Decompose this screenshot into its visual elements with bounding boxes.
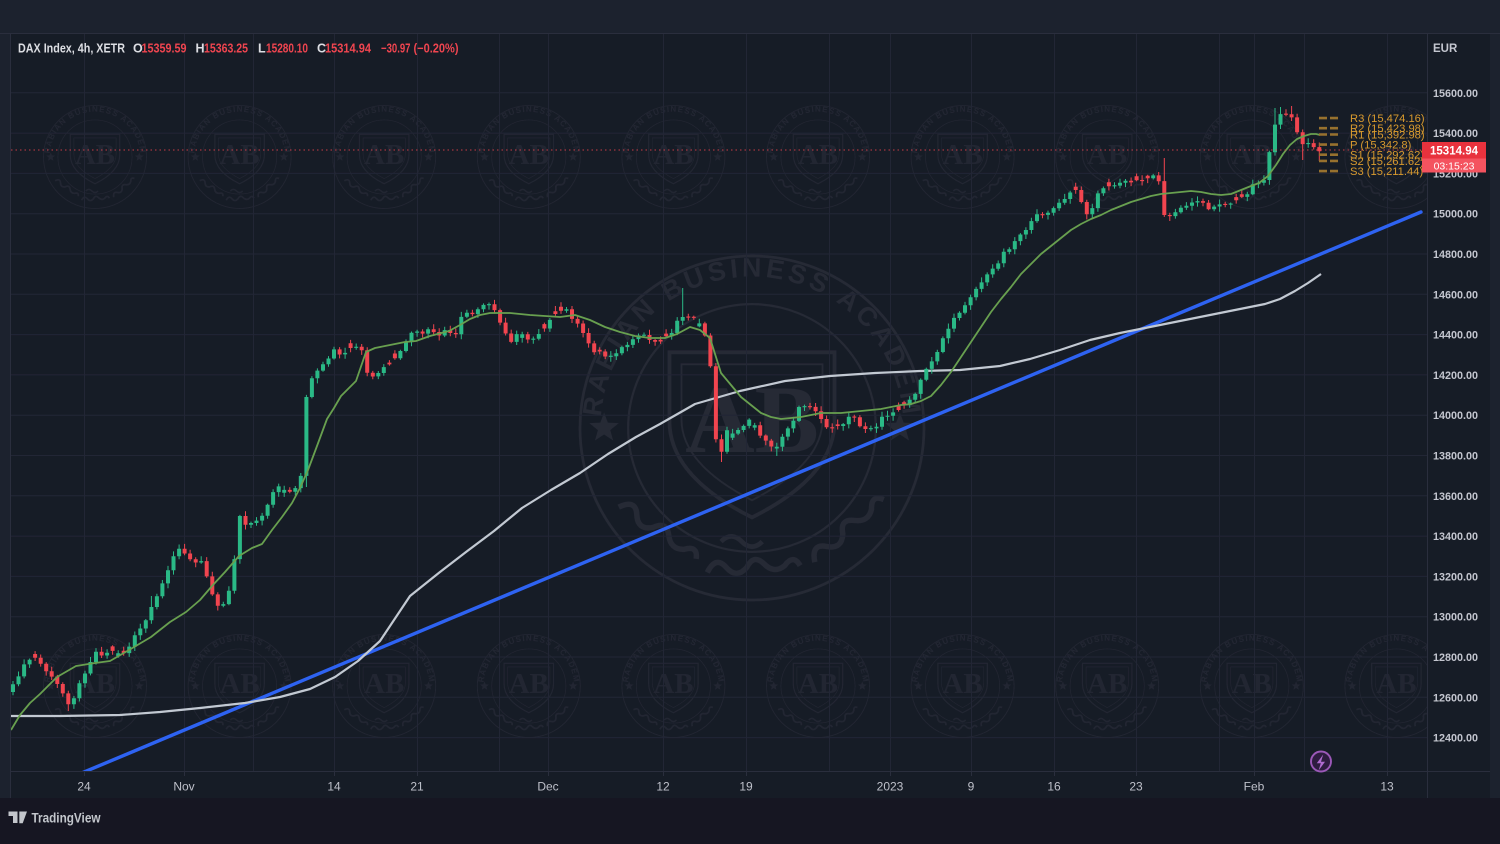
svg-text:13000.00: 13000.00 bbox=[1433, 612, 1478, 624]
svg-text:R3 (15,474.16): R3 (15,474.16) bbox=[1350, 113, 1425, 125]
svg-text:O: O bbox=[133, 42, 143, 56]
svg-text:12400.00: 12400.00 bbox=[1433, 733, 1478, 745]
svg-text:DAX Index, 4h, XETR: DAX Index, 4h, XETR bbox=[18, 42, 125, 56]
svg-text:H: H bbox=[196, 42, 205, 56]
svg-text:15359.59: 15359.59 bbox=[142, 42, 187, 56]
svg-text:14000.00: 14000.00 bbox=[1433, 410, 1478, 422]
svg-text:2023: 2023 bbox=[877, 780, 904, 794]
svg-text:03:15:23: 03:15:23 bbox=[1434, 161, 1475, 173]
svg-text:C: C bbox=[317, 42, 326, 56]
svg-text:14400.00: 14400.00 bbox=[1433, 330, 1478, 342]
svg-text:−30.97: −30.97 bbox=[381, 42, 411, 56]
svg-text:24: 24 bbox=[77, 780, 91, 794]
svg-text:13600.00: 13600.00 bbox=[1433, 491, 1478, 503]
svg-text:9: 9 bbox=[968, 780, 975, 794]
svg-text:(−0.20%): (−0.20%) bbox=[414, 42, 459, 56]
svg-text:21: 21 bbox=[410, 780, 424, 794]
svg-text:15400.00: 15400.00 bbox=[1433, 128, 1478, 140]
svg-text:16: 16 bbox=[1047, 780, 1061, 794]
svg-text:13400.00: 13400.00 bbox=[1433, 531, 1478, 543]
svg-text:L: L bbox=[258, 42, 266, 56]
svg-text:19: 19 bbox=[739, 780, 753, 794]
svg-text:15314.94: 15314.94 bbox=[1430, 146, 1479, 158]
svg-text:Feb: Feb bbox=[1244, 780, 1265, 794]
svg-text:14600.00: 14600.00 bbox=[1433, 289, 1478, 301]
svg-text:P (15,342.8): P (15,342.8) bbox=[1350, 140, 1412, 152]
svg-text:R2 (15,423.98): R2 (15,423.98) bbox=[1350, 123, 1425, 135]
svg-text:14800.00: 14800.00 bbox=[1433, 249, 1478, 261]
svg-text:12: 12 bbox=[656, 780, 670, 794]
svg-text:S2 (15,261.62): S2 (15,261.62) bbox=[1350, 156, 1424, 168]
svg-text:14200.00: 14200.00 bbox=[1433, 370, 1478, 382]
svg-text:14: 14 bbox=[327, 780, 341, 794]
svg-text:13200.00: 13200.00 bbox=[1433, 571, 1478, 583]
svg-text:15280.10: 15280.10 bbox=[266, 42, 308, 56]
svg-text:S1 (15,292.62): S1 (15,292.62) bbox=[1350, 150, 1424, 162]
svg-text:15314.94: 15314.94 bbox=[325, 42, 371, 56]
svg-text:Nov: Nov bbox=[173, 780, 194, 794]
svg-text:13: 13 bbox=[1380, 780, 1394, 794]
svg-text:EUR: EUR bbox=[1433, 43, 1458, 55]
svg-text:R1 (15,392.98): R1 (15,392.98) bbox=[1350, 130, 1425, 142]
svg-text:Dec: Dec bbox=[537, 780, 558, 794]
svg-text:TradingView: TradingView bbox=[32, 811, 101, 826]
svg-text:15000.00: 15000.00 bbox=[1433, 209, 1478, 221]
svg-text:S3 (15,211.44): S3 (15,211.44) bbox=[1350, 166, 1423, 178]
svg-text:15600.00: 15600.00 bbox=[1433, 88, 1478, 100]
svg-text:13800.00: 13800.00 bbox=[1433, 451, 1478, 463]
svg-text:12600.00: 12600.00 bbox=[1433, 692, 1478, 704]
svg-text:12800.00: 12800.00 bbox=[1433, 652, 1478, 664]
svg-text:23: 23 bbox=[1129, 780, 1143, 794]
svg-text:15363.25: 15363.25 bbox=[204, 42, 248, 56]
